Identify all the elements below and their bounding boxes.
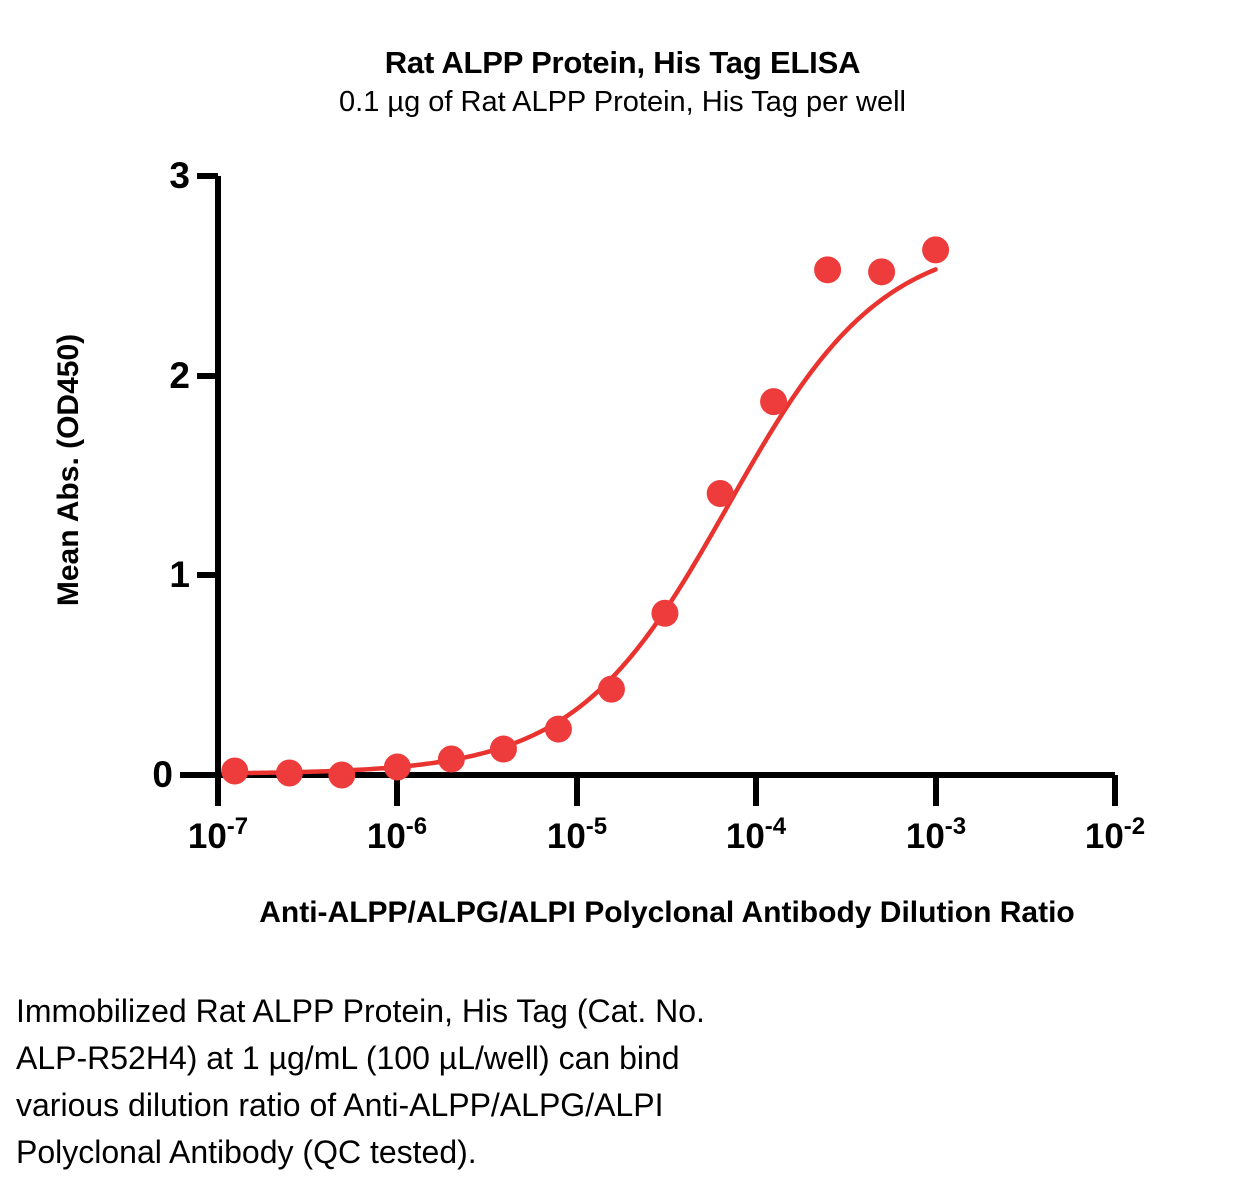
caption-line-2: ALP-R52H4) at 1 µg/mL (100 µL/well) can … bbox=[16, 1040, 680, 1076]
x-tick-label-1e-5: 10-5 bbox=[547, 813, 607, 856]
figure-caption: Immobilized Rat ALPP Protein, His Tag (C… bbox=[16, 988, 1016, 1176]
y-axis-title: Mean Abs. (OD450) bbox=[52, 334, 85, 606]
fit-curve bbox=[232, 267, 938, 776]
chart-title: Rat ALPP Protein, His Tag ELISA bbox=[384, 45, 861, 80]
x-tick-label-1e-3: 10-3 bbox=[906, 813, 966, 856]
data-point bbox=[437, 745, 465, 773]
data-point bbox=[651, 599, 679, 627]
data-point bbox=[544, 715, 572, 743]
caption-line-4: Polyclonal Antibody (QC tested). bbox=[16, 1134, 477, 1170]
data-point bbox=[328, 761, 356, 789]
x-tick-label-1e-2: 10-2 bbox=[1085, 813, 1145, 856]
y-axis-tick-labels: 3 2 1 0 bbox=[152, 155, 190, 795]
data-point bbox=[922, 236, 950, 264]
data-points bbox=[221, 236, 950, 789]
data-point bbox=[597, 675, 625, 703]
y-tick-label-1: 1 bbox=[169, 554, 190, 595]
caption-line-1: Immobilized Rat ALPP Protein, His Tag (C… bbox=[16, 993, 705, 1029]
y-axis-ticks bbox=[180, 173, 218, 778]
y-tick-label-3: 3 bbox=[169, 155, 190, 196]
figure-titles: Rat ALPP Protein, His Tag ELISA 0.1 µg o… bbox=[0, 44, 1245, 122]
data-point bbox=[760, 388, 788, 416]
x-axis-tick-labels: 10-7 10-6 10-5 10-4 10-3 10-2 bbox=[188, 813, 1145, 856]
y-tick-label-2: 2 bbox=[169, 355, 190, 396]
x-tick-label-1e-6: 10-6 bbox=[367, 813, 427, 856]
caption-line-3: various dilution ratio of Anti-ALPP/ALPG… bbox=[16, 1087, 664, 1123]
data-point bbox=[383, 753, 411, 781]
chart-plot-area: 3 2 1 0 10-7 10-6 10-5 10-4 10-3 10-2 Me… bbox=[52, 155, 1145, 929]
x-tick-label-1e-4: 10-4 bbox=[726, 813, 787, 856]
data-point bbox=[489, 735, 517, 763]
y-tick-label-0: 0 bbox=[152, 754, 173, 795]
x-tick-label-1e-7: 10-7 bbox=[188, 813, 248, 856]
data-point bbox=[706, 479, 734, 507]
data-point bbox=[221, 757, 249, 785]
x-axis-title: Anti-ALPP/ALPG/ALPI Polyclonal Antibody … bbox=[259, 896, 1075, 929]
data-point bbox=[275, 759, 303, 787]
chart-subtitle: 0.1 µg of Rat ALPP Protein, His Tag per … bbox=[339, 86, 906, 118]
data-point bbox=[868, 258, 896, 286]
data-point bbox=[814, 256, 842, 284]
